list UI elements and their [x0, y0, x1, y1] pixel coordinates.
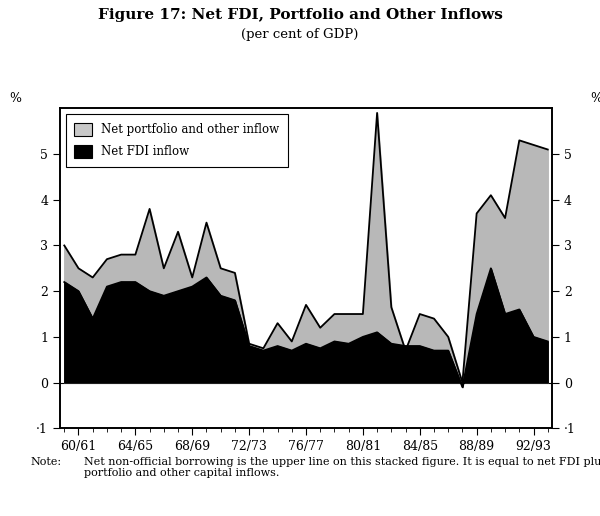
- Text: %: %: [10, 92, 22, 105]
- Text: Figure 17: Net FDI, Portfolio and Other Inflows: Figure 17: Net FDI, Portfolio and Other …: [98, 8, 502, 22]
- Legend: Net portfolio and other inflow, Net FDI inflow: Net portfolio and other inflow, Net FDI …: [66, 114, 288, 167]
- Text: Net non-official borrowing is the upper line on this stacked figure. It is equal: Net non-official borrowing is the upper …: [84, 457, 600, 478]
- Text: Note:: Note:: [30, 457, 61, 466]
- Text: (per cent of GDP): (per cent of GDP): [241, 28, 359, 41]
- Text: %: %: [590, 92, 600, 105]
